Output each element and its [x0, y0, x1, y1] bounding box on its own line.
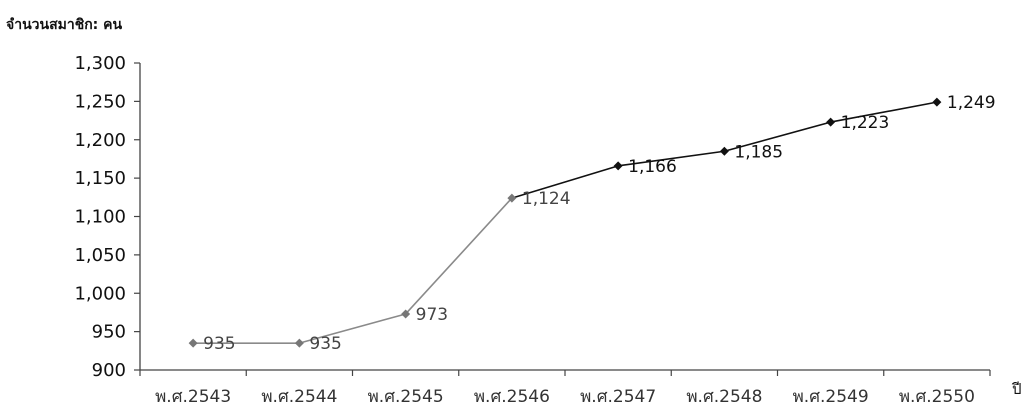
y-tick-label: 1,050	[74, 245, 126, 266]
data-points	[188, 97, 942, 348]
data-label: 1,223	[841, 113, 890, 133]
series-segment	[830, 101, 938, 123]
series-segment	[618, 150, 725, 167]
x-ticks: พ.ศ.2543 พ.ศ.2544 พ.ศ.2545 พ.ศ.2546 พ.ศ.2547…	[139, 370, 991, 407]
y-tick-label: 900	[92, 360, 126, 381]
x-tick-label: พ.ศ.2549	[793, 387, 869, 407]
y-tick-label: 1,000	[74, 283, 126, 304]
series-line	[193, 101, 938, 344]
y-tick-label: 1,300	[74, 53, 126, 74]
x-tick-label: พ.ศ.2544	[261, 387, 337, 407]
series-segment	[299, 313, 406, 344]
y-tick-label: 1,200	[74, 130, 126, 151]
x-tick-label: พ.ศ.2547	[580, 387, 656, 407]
data-point	[719, 146, 729, 156]
y-ticks: 900 950 1,000 1,050 1,100 1,150 1,200 1,250 1,30…	[74, 53, 140, 381]
data-label: 935	[203, 334, 235, 354]
data-labels: 935 935 973 1,124 1,166 1,185 1,223 1,249	[203, 93, 995, 354]
y-tick-label: 1,250	[74, 91, 126, 112]
data-point	[826, 117, 836, 127]
x-tick-label: พ.ศ.2545	[368, 387, 444, 407]
chart-axes	[139, 63, 990, 371]
data-point	[188, 338, 198, 348]
x-tick-label: พ.ศ.2543	[155, 387, 231, 407]
y-axis-title: จำนวนสมาชิก: คน	[6, 17, 123, 33]
y-tick-label: 950	[92, 322, 126, 343]
data-label: 973	[416, 305, 448, 325]
data-label: 1,166	[628, 157, 677, 177]
y-tick-label: 1,150	[74, 168, 126, 189]
series-segment	[405, 197, 513, 315]
data-point	[932, 97, 942, 107]
data-label: 1,124	[522, 189, 571, 209]
x-axis-unit: ปี	[1012, 380, 1022, 398]
data-label: 1,249	[947, 93, 996, 113]
series-segment	[511, 165, 619, 199]
x-tick-label: พ.ศ.2546	[474, 387, 550, 407]
data-point	[507, 193, 517, 203]
data-label: 935	[309, 334, 341, 354]
data-label: 1,185	[734, 142, 783, 162]
data-point	[294, 338, 304, 348]
x-tick-label: พ.ศ.2548	[686, 387, 762, 407]
series-segment	[724, 121, 831, 153]
y-tick-label: 1,100	[74, 207, 126, 228]
x-tick-label: พ.ศ.2550	[899, 387, 975, 407]
data-point	[401, 309, 411, 319]
data-point	[613, 161, 623, 171]
